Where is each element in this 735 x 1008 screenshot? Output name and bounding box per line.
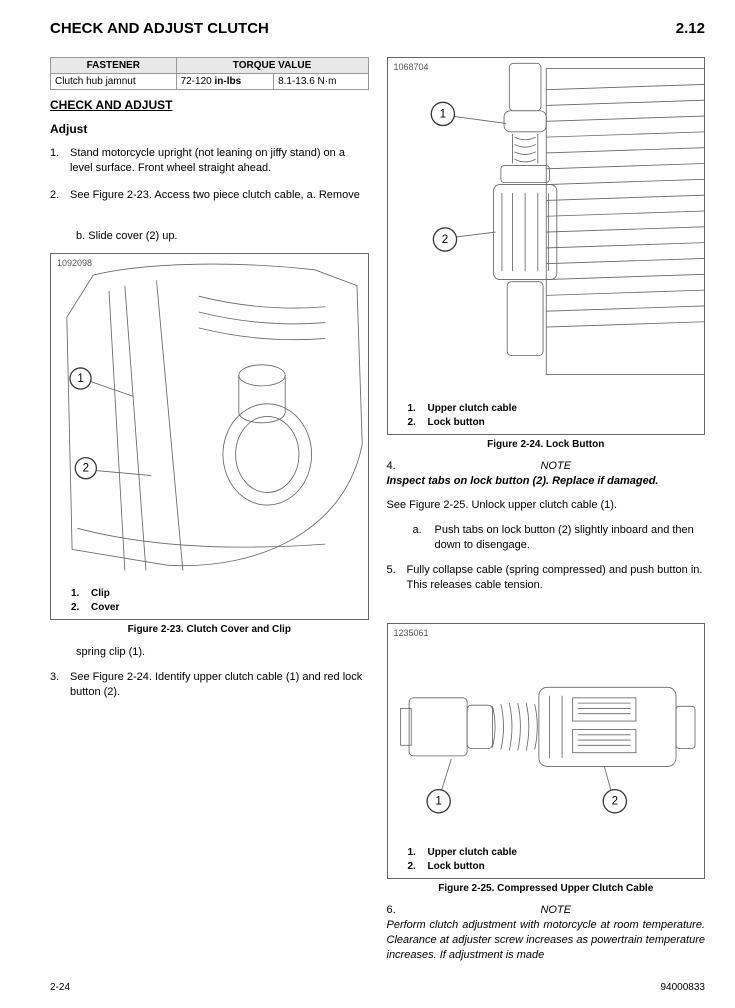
svg-text:2: 2 xyxy=(611,794,617,807)
figure-2-25-caption: Figure 2-25. Compressed Upper Clutch Cab… xyxy=(387,883,706,894)
svg-text:1: 1 xyxy=(77,372,83,385)
figure-id: 1092098 xyxy=(57,258,92,268)
table-cell-v2: 8.1-13.6 N·m xyxy=(274,74,368,90)
figure-2-25-art: 1 2 xyxy=(388,624,705,840)
svg-text:1: 1 xyxy=(439,107,445,120)
footer-doc: 94000833 xyxy=(661,982,706,993)
section-number: 2.12 xyxy=(676,20,705,37)
figure-2-24-art: 1 2 xyxy=(388,58,705,396)
step-4a: a. Push tabs on lock button (2) slightly… xyxy=(413,523,706,553)
figure-2-25: 1235061 xyxy=(387,623,706,879)
svg-text:1: 1 xyxy=(435,794,441,807)
step-6-note-body: Perform clutch adjustment with motorcycl… xyxy=(387,918,706,963)
figure-2-23-art: 1 2 xyxy=(51,254,368,581)
step-6-note-label: 6. NOTE xyxy=(387,904,706,916)
heading-adjust: Adjust xyxy=(50,122,369,136)
step-2b: b. Slide cover (2) up. xyxy=(76,229,369,244)
svg-text:2: 2 xyxy=(441,233,447,246)
figure-id: 1068704 xyxy=(394,62,429,72)
figure-2-24-caption: Figure 2-24. Lock Button xyxy=(387,439,706,450)
see-figure-25: See Figure 2-25. Unlock upper clutch cab… xyxy=(387,498,706,513)
step-2-after: spring clip (1). xyxy=(76,645,369,660)
table-header-torque: TORQUE VALUE xyxy=(176,58,368,74)
table-cell-v1: 72-120 in-lbs xyxy=(176,74,274,90)
footer-page: 2-24 xyxy=(50,982,70,993)
torque-table: FASTENER TORQUE VALUE Clutch hub jamnut … xyxy=(50,57,369,90)
step-4-note-body: Inspect tabs on lock button (2). Replace… xyxy=(387,474,706,489)
step-5: 5. Fully collapse cable (spring compress… xyxy=(387,563,706,593)
step-3: 3. See Figure 2-24. Identify upper clutc… xyxy=(50,670,369,700)
svg-text:2: 2 xyxy=(83,462,89,475)
heading-check-adjust: CHECK AND ADJUST xyxy=(50,98,369,112)
step-2: 2. See Figure 2-23. Access two piece clu… xyxy=(50,188,369,203)
table-cell-name: Clutch hub jamnut xyxy=(51,74,177,90)
step-1: 1. Stand motorcycle upright (not leaning… xyxy=(50,146,369,176)
figure-id: 1235061 xyxy=(394,628,429,638)
table-header-fastener: FASTENER xyxy=(51,58,177,74)
step-4-note-label: 4. NOTE xyxy=(387,460,706,472)
figure-2-24: 1068704 xyxy=(387,57,706,435)
figure-2-23: 1092098 1 2 xyxy=(50,253,369,620)
figure-2-23-caption: Figure 2-23. Clutch Cover and Clip xyxy=(50,624,369,635)
page-title: CHECK AND ADJUST CLUTCH xyxy=(50,20,269,37)
